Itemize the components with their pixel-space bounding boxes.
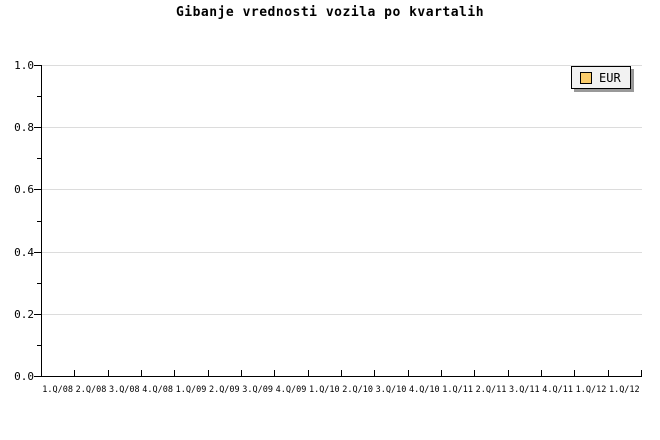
x-tick-label: 1.Q/09 xyxy=(175,385,207,395)
x-tick-label: 3.Q/08 xyxy=(108,385,140,395)
x-tick-label: 3.Q/11 xyxy=(508,385,540,395)
y-minor-tick xyxy=(37,345,41,346)
y-minor-tick xyxy=(37,158,41,159)
x-tick-label: 1.Q/12 xyxy=(608,385,640,395)
plot-area xyxy=(41,65,642,377)
gridline xyxy=(42,252,642,253)
gridline xyxy=(42,127,642,128)
y-tick-label: 1.0 xyxy=(14,59,34,72)
x-tick xyxy=(508,370,509,376)
x-tick-label: 3.Q/09 xyxy=(242,385,274,395)
y-major-tick xyxy=(34,189,41,190)
x-tick-label: 2.Q/10 xyxy=(342,385,374,395)
y-minor-tick xyxy=(37,96,41,97)
y-tick-label: 0.0 xyxy=(14,370,34,383)
gridline xyxy=(42,65,642,66)
x-tick xyxy=(141,370,142,376)
x-tick-label: 3.Q/10 xyxy=(375,385,407,395)
x-tick xyxy=(108,370,109,376)
x-tick-label: 1.Q/08 xyxy=(42,385,74,395)
x-tick xyxy=(274,370,275,376)
y-major-tick xyxy=(34,127,41,128)
y-major-tick xyxy=(34,252,41,253)
x-tick xyxy=(608,370,609,376)
x-tick xyxy=(341,370,342,376)
gridline xyxy=(42,189,642,190)
legend-box: EUR xyxy=(571,66,631,89)
legend-swatch-eur-icon xyxy=(580,71,592,84)
x-tick xyxy=(241,370,242,376)
x-tick-label: 1.Q/12 xyxy=(575,385,607,395)
x-tick xyxy=(41,370,42,376)
y-tick-label: 0.2 xyxy=(14,308,34,321)
y-tick-label: 0.6 xyxy=(14,183,34,196)
x-tick-label: 2.Q/08 xyxy=(75,385,107,395)
x-tick-label: 4.Q/11 xyxy=(542,385,574,395)
x-tick xyxy=(374,370,375,376)
x-tick-label: 1.Q/10 xyxy=(308,385,340,395)
x-tick xyxy=(208,370,209,376)
y-minor-tick xyxy=(37,283,41,284)
x-tick-label: 2.Q/11 xyxy=(475,385,507,395)
x-tick-label: 4.Q/08 xyxy=(142,385,174,395)
x-tick xyxy=(174,370,175,376)
y-major-tick xyxy=(34,376,41,377)
x-tick-label: 1.Q/11 xyxy=(442,385,474,395)
x-tick xyxy=(641,370,642,376)
y-major-tick xyxy=(34,314,41,315)
legend-label-eur: EUR xyxy=(599,70,621,85)
x-tick xyxy=(541,370,542,376)
x-tick-label: 4.Q/09 xyxy=(275,385,307,395)
y-tick-label: 0.8 xyxy=(14,121,34,134)
x-tick-label: 4.Q/10 xyxy=(408,385,440,395)
x-tick xyxy=(574,370,575,376)
x-tick xyxy=(408,370,409,376)
x-tick xyxy=(474,370,475,376)
y-tick-label: 0.4 xyxy=(14,246,34,259)
x-tick xyxy=(308,370,309,376)
x-tick-label: 2.Q/09 xyxy=(208,385,240,395)
gridline xyxy=(42,314,642,315)
x-tick xyxy=(74,370,75,376)
y-major-tick xyxy=(34,65,41,66)
chart-title: Gibanje vrednosti vozila po kvartalih xyxy=(175,5,485,20)
y-minor-tick xyxy=(37,221,41,222)
x-tick xyxy=(441,370,442,376)
